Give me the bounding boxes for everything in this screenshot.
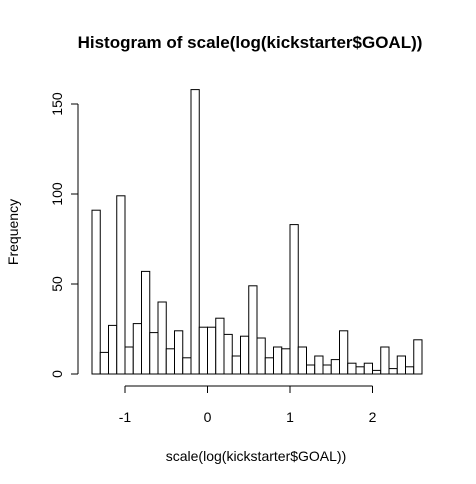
histogram-bar	[380, 346, 390, 375]
histogram-bar	[297, 346, 307, 375]
histogram-bar	[330, 359, 340, 375]
y-tick-label: 0	[49, 370, 65, 378]
histogram-bar	[165, 348, 175, 375]
histogram-bar	[207, 326, 217, 375]
histogram-bar	[190, 89, 200, 375]
y-tick-label: 150	[49, 92, 65, 116]
y-axis-label: Frequency	[5, 199, 21, 265]
histogram-bar	[339, 330, 349, 375]
histogram-bar	[413, 339, 423, 375]
histogram-bar	[198, 326, 208, 375]
histogram-bar	[388, 368, 398, 375]
histogram-bars	[91, 89, 423, 375]
histogram-bar	[149, 332, 159, 375]
x-axis-label: scale(log(kickstarter$GOAL))	[166, 448, 347, 464]
histogram-bar	[396, 355, 406, 375]
histogram-bar	[248, 285, 258, 375]
histogram-bar	[215, 317, 225, 375]
chart-title: Histogram of scale(log(kickstarter$GOAL)…	[78, 33, 423, 52]
histogram-bar	[314, 355, 324, 375]
histogram-bar	[355, 366, 365, 375]
histogram-bar	[116, 195, 126, 375]
histogram-bar	[240, 335, 250, 375]
histogram-bar	[157, 301, 167, 375]
histogram-bar	[108, 324, 118, 375]
histogram-bar	[99, 351, 109, 375]
x-tick-label: -1	[119, 409, 132, 425]
histogram-bar	[182, 357, 192, 375]
histogram-bar	[132, 323, 142, 375]
histogram-bar	[322, 364, 332, 375]
y-tick-label: 100	[49, 182, 65, 206]
y-axis: 0 50 100 150	[49, 92, 79, 378]
histogram-bar	[231, 355, 241, 375]
histogram-bar	[405, 366, 415, 375]
histogram-bar	[289, 224, 299, 375]
histogram-bar	[273, 346, 283, 375]
histogram-bar	[347, 362, 357, 375]
x-tick-label: 0	[204, 409, 212, 425]
histogram-bar	[141, 270, 151, 375]
y-tick-label: 50	[49, 276, 65, 292]
histogram-bar	[306, 364, 316, 375]
histogram-bar	[124, 346, 134, 375]
x-tick-label: 2	[369, 409, 377, 425]
histogram-bar	[363, 362, 373, 375]
histogram-bar	[223, 333, 233, 375]
histogram-bar	[91, 209, 101, 375]
histogram-bar	[264, 357, 274, 375]
histogram-bar	[281, 348, 291, 375]
x-tick-label: 1	[286, 409, 294, 425]
x-axis: -1 0 1 2	[119, 385, 377, 425]
histogram-bar	[372, 369, 382, 375]
histogram-bar	[174, 330, 184, 375]
histogram-bar	[256, 337, 266, 375]
